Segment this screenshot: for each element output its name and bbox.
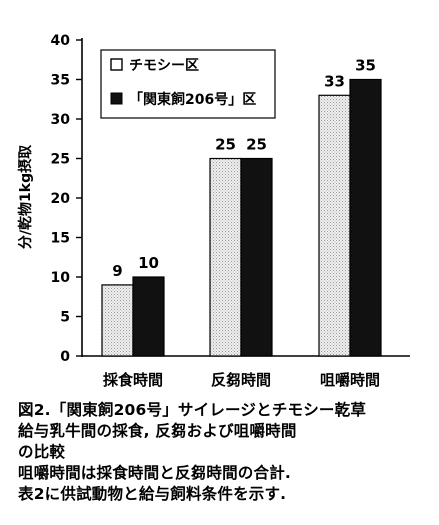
bar-value-label: 9	[112, 262, 122, 280]
caption-line: の比較	[18, 443, 66, 461]
caption-line: 給与乳牛間の採食, 反芻および咀嚼時間	[18, 422, 297, 440]
caption-line: 咀嚼時間は採食時間と反芻時間の合計.	[18, 464, 291, 482]
y-tick-label: 20	[51, 191, 71, 207]
caption-line: 図2.「関東飼206号」サイレージとチモシー乾草	[18, 401, 367, 419]
bar-value-label: 35	[355, 57, 376, 75]
legend-label-series-2: 「関東飼206号」区	[129, 91, 256, 108]
y-tick-label: 30	[51, 112, 71, 128]
x-category-label: 反芻時間	[211, 371, 271, 389]
y-tick-label: 25	[51, 152, 70, 168]
legend: チモシー区 「関東飼206号」区	[100, 49, 276, 119]
legend-box	[100, 49, 276, 119]
y-tick-label: 5	[60, 310, 70, 326]
bar-value-label: 25	[215, 136, 236, 154]
y-tick-label: 40	[51, 33, 71, 49]
legend-swatch-series-1	[110, 58, 123, 71]
bar-series-2	[132, 276, 165, 357]
bar-value-label: 25	[246, 136, 267, 154]
bar-value-label: 33	[324, 72, 345, 90]
y-tick-label: 10	[51, 270, 71, 286]
caption-line: 表2に供試動物と給与飼料条件を示す.	[18, 485, 287, 503]
bar-series-1	[209, 157, 242, 357]
legend-label-series-1: チモシー区	[129, 58, 199, 74]
y-axis-label: 分/乾物1kg摂取	[17, 144, 34, 249]
x-category-label: 咀嚼時間	[320, 371, 380, 389]
y-tick-label: 35	[51, 73, 70, 89]
bar-series-2	[349, 78, 382, 357]
bar-chart: 分/乾物1kg摂取 0 5 10 15 20 25 30 35 40 9 10 25 25 33 35 採…	[17, 33, 410, 389]
bar-series-1	[101, 284, 134, 357]
legend-swatch-series-2	[110, 92, 123, 105]
bar-value-label: 10	[138, 254, 159, 272]
figure-caption: 図2.「関東飼206号」サイレージとチモシー乾草 給与乳牛間の採食, 反芻および…	[18, 400, 428, 505]
y-tick-label: 15	[51, 231, 70, 247]
bar-series-2	[240, 157, 273, 357]
x-category-label: 採食時間	[103, 371, 163, 389]
bar-series-1	[318, 94, 351, 357]
y-tick-label: 0	[60, 349, 70, 365]
